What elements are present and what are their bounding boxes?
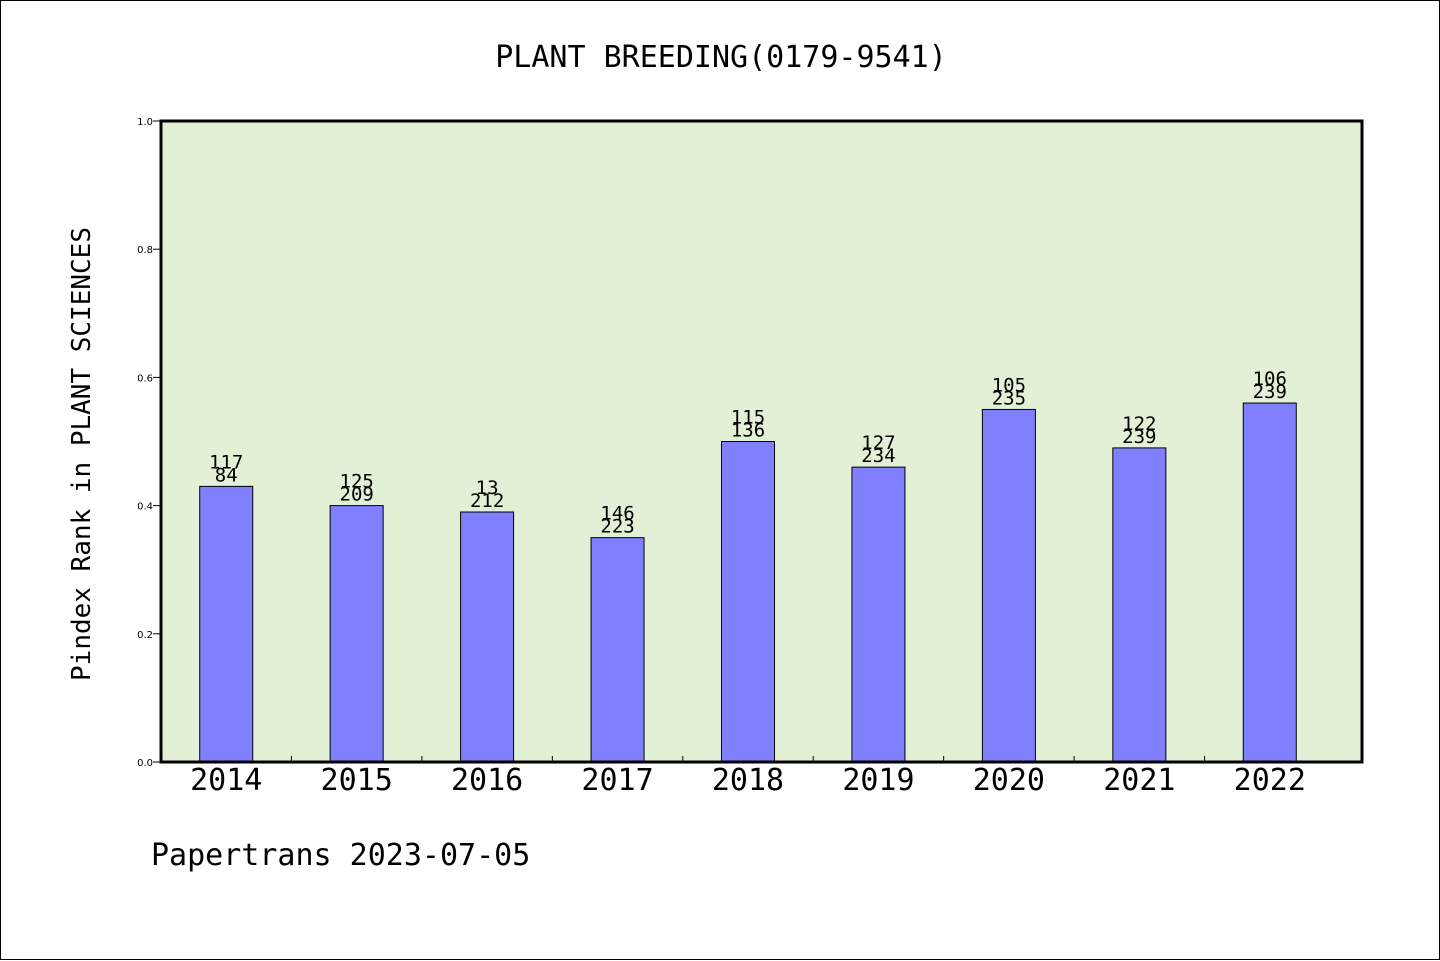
bar-label-bottom: 84 <box>215 464 238 486</box>
bar-label-top: 122 <box>1122 413 1156 435</box>
x-tick-label: 2021 <box>1103 763 1175 798</box>
y-tick-label: 1.0 <box>137 117 153 128</box>
y-tick-label: 0.4 <box>137 502 153 513</box>
x-tick-label: 2015 <box>321 763 393 798</box>
y-tick-label: 0.6 <box>137 373 153 384</box>
bar-label-bottom: 239 <box>1253 381 1287 403</box>
bar <box>590 537 645 763</box>
bar-label-bottom: 209 <box>340 484 374 506</box>
bar-label-top: 13 <box>476 477 499 499</box>
bar <box>721 441 775 763</box>
bar-label-top: 125 <box>340 471 374 493</box>
bar <box>851 466 906 763</box>
x-tick-label: 2019 <box>842 763 914 798</box>
y-axis: 0.0 0.2 0.4 0.6 0.8 1.0 <box>137 117 161 769</box>
bar-label-top: 106 <box>1253 368 1287 390</box>
bar-label-top: 105 <box>992 374 1026 396</box>
bar-label-bottom: 223 <box>600 516 634 538</box>
bar <box>1242 402 1297 763</box>
x-tick-label: 2016 <box>451 763 523 798</box>
bar <box>1112 447 1167 763</box>
x-tick-label: 2018 <box>712 763 784 798</box>
bar-label-bottom: 212 <box>470 490 504 512</box>
y-tick-label: 0.8 <box>137 245 153 256</box>
y-tick-label: 0.2 <box>137 630 153 641</box>
x-tick-label: 2017 <box>581 763 653 798</box>
plot-border <box>159 119 1364 764</box>
bar-label-bottom: 239 <box>1122 426 1156 448</box>
bar-label-bottom: 136 <box>731 420 765 442</box>
x-axis: 2014 2015 2016 2017 2018 2019 2020 2021 2022 <box>190 756 1306 798</box>
x-tick-label: 2014 <box>190 763 262 798</box>
bar <box>329 505 384 763</box>
chart-title: PLANT BREEDING(0179-9541) <box>495 40 947 75</box>
bar-label-top: 127 <box>861 432 895 454</box>
bars <box>199 402 1297 763</box>
bar-label-top: 117 <box>209 451 243 473</box>
bar <box>981 408 1036 763</box>
footer-credit: Papertrans 2023-07-05 <box>151 838 530 873</box>
x-tick-label: 2022 <box>1234 763 1306 798</box>
y-tick-label: 0.0 <box>137 758 153 769</box>
y-axis-label: Pindex Rank in PLANT SCIENCES <box>67 227 97 681</box>
bar <box>199 485 254 763</box>
bar-label-top: 146 <box>600 503 634 525</box>
bar <box>460 511 515 763</box>
bar-label-bottom: 235 <box>992 387 1026 409</box>
x-tick-label: 2020 <box>973 763 1045 798</box>
bar-label-bottom: 234 <box>861 445 895 467</box>
bar-label-top: 115 <box>731 407 765 429</box>
